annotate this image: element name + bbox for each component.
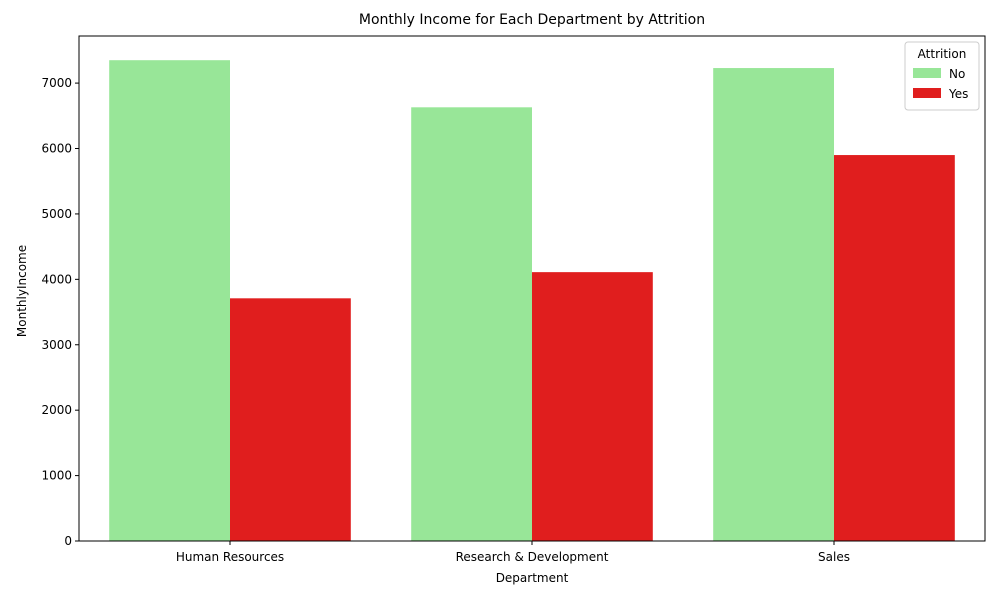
y-tick-label: 3000 [41, 338, 72, 352]
axes-group: Human Resources Research & Development Sal… [41, 35, 986, 564]
y-tick-label: 5000 [41, 207, 72, 221]
y-tick-label: 1000 [41, 469, 72, 483]
y-tick-label: 6000 [41, 142, 72, 156]
legend-title: Attrition [918, 47, 967, 61]
bar-research-development-no [411, 107, 532, 541]
chart-title: Monthly Income for Each Department by At… [359, 12, 705, 28]
y-tick-label: 4000 [41, 272, 72, 286]
y-tick-label: 2000 [41, 403, 72, 417]
bar-sales-no [713, 68, 834, 542]
legend-label-yes: Yes [948, 87, 968, 101]
y-axis-label: MonthlyIncome [15, 245, 29, 337]
legend: Attrition No Yes [904, 41, 980, 111]
x-axis-label: Department [496, 571, 569, 585]
bar-human-resources-no [109, 60, 230, 541]
y-tick-label: 7000 [41, 76, 72, 90]
bar-human-resources-yes [230, 298, 351, 541]
x-tick-label: Sales [818, 550, 850, 564]
plot-frame [78, 35, 986, 542]
y-tick-label: 0 [64, 534, 72, 548]
x-tick-label: Human Resources [176, 550, 284, 564]
bar-sales-yes [834, 155, 955, 542]
x-tick-label: Research & Development [456, 550, 609, 564]
legend-label-no: No [949, 67, 965, 81]
bar-research-development-yes [532, 272, 653, 541]
legend-swatch-yes [913, 88, 941, 98]
bars-group [109, 60, 955, 542]
legend-swatch-no [913, 68, 941, 78]
